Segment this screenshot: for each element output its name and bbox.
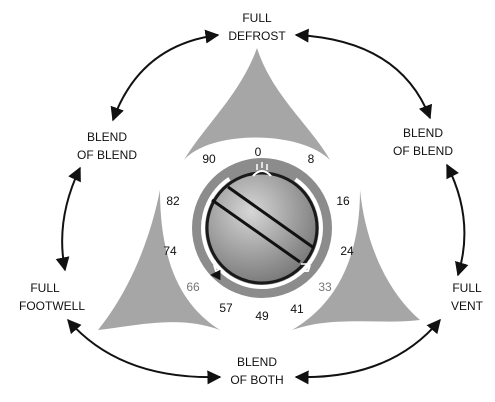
dial-position-0: 0 <box>255 145 262 159</box>
svg-text:FULL: FULL <box>452 281 482 295</box>
svg-text:FULL: FULL <box>242 11 272 25</box>
vent-icon <box>301 260 312 272</box>
svg-text:FOOTWELL: FOOTWELL <box>19 299 85 313</box>
full-footwell-label: FULL FOOTWELL <box>19 281 85 313</box>
dial-position-24: 24 <box>340 244 354 258</box>
svg-text:DEFROST: DEFROST <box>228 29 286 43</box>
knob-pointer-line-a <box>211 198 301 264</box>
svg-text:VENT: VENT <box>451 299 484 313</box>
svg-text:OF BLEND: OF BLEND <box>393 144 453 158</box>
dial-position-82: 82 <box>166 194 180 208</box>
svg-text:OF BOTH: OF BOTH <box>230 373 283 387</box>
dial-knob[interactable] <box>205 171 319 285</box>
dial-position-90: 90 <box>202 152 216 166</box>
arrow-blend-left-to-footwell <box>55 166 81 272</box>
arrow-blend-right-to-vent <box>446 163 469 277</box>
defrost-wedge <box>184 48 330 160</box>
footwell-icon <box>209 260 222 281</box>
blend-of-blend-right-label: BLEND OF BLEND <box>393 126 453 158</box>
svg-text:BLEND: BLEND <box>237 355 277 369</box>
vent-wedge <box>292 190 420 330</box>
dial-position-33: 33 <box>318 280 332 294</box>
blend-of-both-label: BLEND OF BOTH <box>230 355 283 387</box>
dial-position-49: 49 <box>255 309 269 323</box>
svg-text:OF BLEND: OF BLEND <box>77 148 137 162</box>
knob-pointer-line-b <box>227 185 315 250</box>
arrow-defrost-to-blend-left <box>110 29 220 122</box>
full-defrost-label: FULL DEFROST <box>228 11 286 43</box>
blend-of-blend-left-label: BLEND OF BLEND <box>77 130 137 162</box>
footwell-wedge <box>98 190 220 330</box>
dial-position-57: 57 <box>219 301 233 315</box>
svg-text:BLEND: BLEND <box>87 130 127 144</box>
dial-position-66: 66 <box>186 280 200 294</box>
defrost-icon <box>252 162 272 177</box>
dial-position-16: 16 <box>336 194 350 208</box>
arrow-vent-to-blend-both <box>294 318 441 385</box>
arrow-footwell-to-blend-both <box>67 318 222 385</box>
svg-text:BLEND: BLEND <box>403 126 443 140</box>
dial-position-74: 74 <box>163 244 177 258</box>
arrow-defrost-to-blend-right <box>294 28 433 120</box>
svg-text:FULL: FULL <box>30 281 60 295</box>
dial-position-8: 8 <box>308 152 315 166</box>
full-vent-label: FULL VENT <box>451 281 484 313</box>
dial-position-41: 41 <box>290 302 304 316</box>
